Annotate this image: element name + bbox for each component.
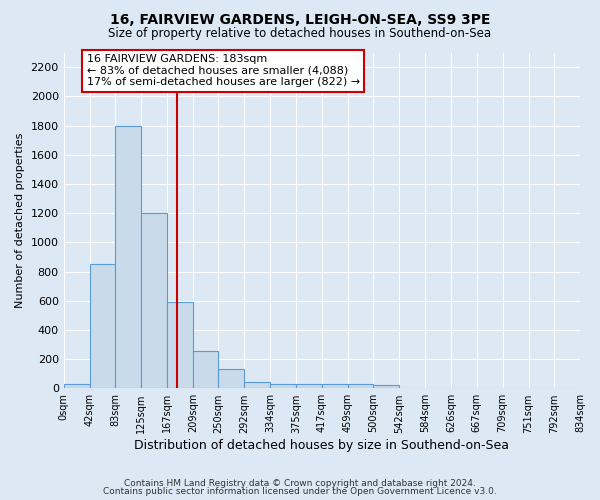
Y-axis label: Number of detached properties: Number of detached properties <box>15 132 25 308</box>
Bar <box>348 384 373 388</box>
Bar <box>141 213 167 388</box>
Bar <box>296 384 322 388</box>
Bar <box>271 384 296 388</box>
Bar <box>193 351 218 389</box>
Bar <box>167 302 193 388</box>
X-axis label: Distribution of detached houses by size in Southend-on-Sea: Distribution of detached houses by size … <box>134 440 509 452</box>
Bar <box>64 384 89 388</box>
Text: Contains public sector information licensed under the Open Government Licence v3: Contains public sector information licen… <box>103 487 497 496</box>
Bar <box>322 384 348 388</box>
Bar <box>244 382 271 388</box>
Text: Contains HM Land Registry data © Crown copyright and database right 2024.: Contains HM Land Registry data © Crown c… <box>124 478 476 488</box>
Text: 16, FAIRVIEW GARDENS, LEIGH-ON-SEA, SS9 3PE: 16, FAIRVIEW GARDENS, LEIGH-ON-SEA, SS9 … <box>110 12 490 26</box>
Text: Size of property relative to detached houses in Southend-on-Sea: Size of property relative to detached ho… <box>109 28 491 40</box>
Bar <box>218 370 244 388</box>
Bar <box>373 384 399 388</box>
Text: 16 FAIRVIEW GARDENS: 183sqm
← 83% of detached houses are smaller (4,088)
17% of : 16 FAIRVIEW GARDENS: 183sqm ← 83% of det… <box>86 54 359 87</box>
Bar <box>89 264 115 388</box>
Bar <box>115 126 141 388</box>
